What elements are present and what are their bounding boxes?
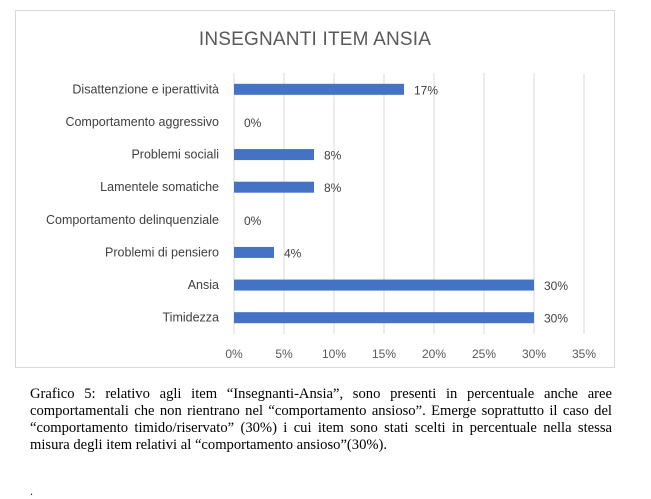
x-tick-label: 35% [572, 347, 596, 361]
category-label: Problemi sociali [131, 148, 219, 162]
data-label: 30% [544, 312, 568, 326]
bar [234, 83, 404, 95]
bar [234, 246, 274, 258]
category-label: Lamentele somatiche [100, 180, 219, 194]
x-tick-label: 5% [275, 347, 293, 361]
x-tick-label: 0% [225, 347, 243, 361]
category-label: Comportamento aggressivo [65, 115, 219, 129]
category-label: Problemi di pensiero [105, 245, 219, 259]
bar [234, 312, 534, 324]
x-tick-label: 25% [472, 347, 496, 361]
figure-caption: Grafico 5: relativo agli item “Insegnant… [30, 386, 612, 453]
data-label: 8% [324, 149, 342, 163]
data-label: 17% [414, 83, 438, 97]
trailing-mark: . [30, 484, 33, 498]
chart-frame [15, 10, 615, 368]
data-label: 8% [324, 181, 342, 195]
category-label: Comportamento delinquenziale [46, 213, 219, 227]
data-label: 4% [284, 246, 302, 260]
data-label: 0% [244, 214, 262, 228]
category-label: Timidezza [163, 311, 220, 325]
bar-chart: 0% 5% 10% 15% 20% 25% 30% 35% Disattenzione e ip… [46, 73, 596, 361]
bar [234, 149, 314, 161]
x-tick-label: 10% [322, 347, 346, 361]
data-label: 0% [244, 116, 262, 130]
x-tick-label: 15% [372, 347, 396, 361]
chart-title: INSEGNANTI ITEM ANSIA [198, 29, 432, 50]
data-label: 30% [544, 279, 568, 293]
x-tick-label: 20% [422, 347, 446, 361]
bar [234, 181, 314, 193]
category-label: Ansia [188, 278, 219, 292]
bar [234, 279, 534, 291]
category-label: Disattenzione e iperattività [72, 82, 219, 96]
x-tick-label: 30% [522, 347, 546, 361]
